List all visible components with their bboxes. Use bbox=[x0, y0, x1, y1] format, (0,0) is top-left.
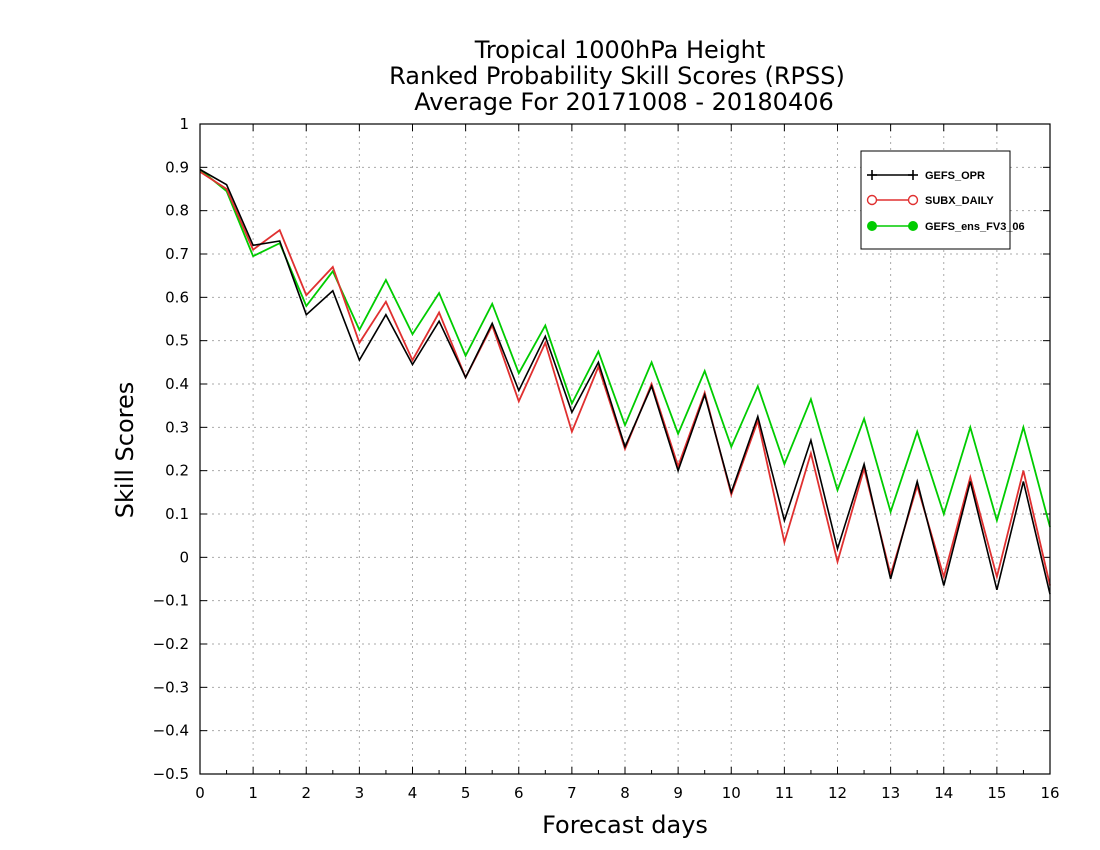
legend-marker-open-circle bbox=[907, 194, 919, 206]
x-tick-label: 4 bbox=[408, 784, 418, 802]
x-tick-label: 11 bbox=[775, 784, 794, 802]
x-tick-label: 13 bbox=[881, 784, 900, 802]
chart-title-line-3: Average For 20171008 - 20180406 bbox=[414, 88, 834, 116]
y-tick-label: −0.3 bbox=[153, 678, 189, 696]
series-lines bbox=[199, 168, 1051, 595]
y-tick-label: −0.2 bbox=[153, 635, 189, 653]
x-tick-label: 2 bbox=[301, 784, 311, 802]
y-tick-label: 0 bbox=[179, 548, 189, 566]
y-axis-ticks: −0.5 −0.4 −0.3 −0.2 −0.1 0 0.1 0.2 0.3 0.4 0.5 0.6 0… bbox=[153, 115, 1050, 783]
x-tick-label: 0 bbox=[195, 784, 205, 802]
y-tick-label: 0.4 bbox=[165, 375, 189, 393]
x-tick-label: 5 bbox=[461, 784, 471, 802]
plot-frame bbox=[199, 123, 1051, 775]
x-tick-label: 7 bbox=[567, 784, 577, 802]
y-tick-label: 0.8 bbox=[165, 202, 189, 220]
chart-title-line-1: Tropical 1000hPa Height bbox=[474, 36, 766, 64]
legend-marker-filled-circle bbox=[908, 221, 918, 231]
y-tick-label: 0.6 bbox=[165, 288, 189, 306]
x-tick-label: 8 bbox=[620, 784, 630, 802]
y-tick-label: 0.5 bbox=[165, 332, 189, 350]
legend-marker-filled-circle bbox=[867, 221, 877, 231]
y-tick-label: 0.7 bbox=[165, 245, 189, 263]
y-tick-label: −0.4 bbox=[153, 722, 189, 740]
legend: GEFS_OPR SUBX_DAILY GEFS_ens_FV3_06 bbox=[860, 150, 1025, 250]
y-tick-label: 0.2 bbox=[165, 462, 189, 480]
y-tick-label: −0.1 bbox=[153, 592, 189, 610]
y-tick-label: 0.3 bbox=[165, 418, 189, 436]
legend-label-subx-daily: SUBX_DAILY bbox=[925, 195, 994, 207]
legend-label-gefs-opr: GEFS_OPR bbox=[925, 170, 985, 182]
legend-marker-open-circle bbox=[866, 194, 878, 206]
series-line-gefs-opr bbox=[199, 168, 1051, 595]
y-axis-label: Skill Scores bbox=[111, 382, 139, 519]
x-tick-label: 12 bbox=[828, 784, 847, 802]
x-tick-label: 14 bbox=[934, 784, 953, 802]
x-tick-label: 1 bbox=[248, 784, 258, 802]
x-tick-label: 15 bbox=[987, 784, 1006, 802]
x-tick-label: 9 bbox=[673, 784, 683, 802]
y-tick-label: 1 bbox=[179, 115, 189, 133]
x-tick-label: 10 bbox=[722, 784, 741, 802]
x-tick-label: 16 bbox=[1040, 784, 1059, 802]
chart-title: Tropical 1000hPa Height Ranked Probabili… bbox=[389, 36, 845, 116]
chart-title-line-2: Ranked Probability Skill Scores (RPSS) bbox=[389, 62, 845, 90]
x-tick-label: 3 bbox=[355, 784, 365, 802]
y-tick-label: 0.1 bbox=[165, 505, 189, 523]
x-axis-ticks: 0 1 2 3 4 5 6 7 8 9 10 11 12 13 14 15 16 bbox=[195, 124, 1060, 802]
y-tick-label: 0.9 bbox=[165, 158, 189, 176]
y-tick-label: −0.5 bbox=[153, 765, 189, 783]
x-tick-label: 6 bbox=[514, 784, 524, 802]
x-axis-label: Forecast days bbox=[542, 811, 708, 839]
legend-label-gefs-ens-fv3-06: GEFS_ens_FV3_06 bbox=[925, 221, 1025, 233]
